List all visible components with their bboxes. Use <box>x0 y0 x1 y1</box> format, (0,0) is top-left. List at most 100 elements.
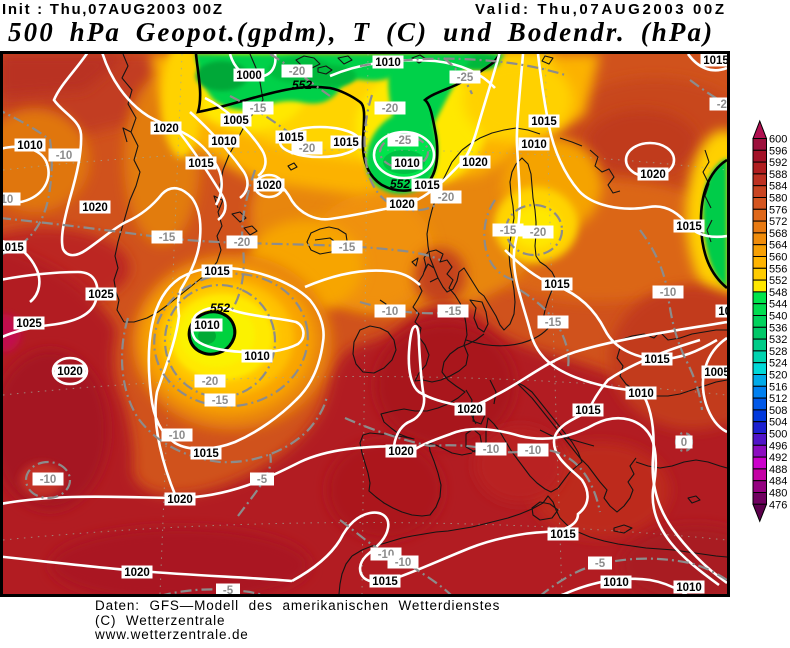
svg-text:1015: 1015 <box>0 242 24 254</box>
svg-text:552: 552 <box>769 275 787 287</box>
svg-text:488: 488 <box>769 464 787 476</box>
svg-text:544: 544 <box>769 299 787 311</box>
svg-text:1015: 1015 <box>676 221 702 233</box>
svg-text:556: 556 <box>769 263 787 275</box>
svg-text:1025: 1025 <box>16 318 42 330</box>
svg-text:1010: 1010 <box>244 351 270 363</box>
svg-text:-15: -15 <box>212 395 229 407</box>
svg-text:1010: 1010 <box>17 140 43 152</box>
svg-text:-10: -10 <box>40 474 57 486</box>
svg-text:1015: 1015 <box>703 55 729 67</box>
svg-text:1010: 1010 <box>375 57 401 69</box>
svg-text:592: 592 <box>769 157 787 169</box>
svg-text:-10: -10 <box>56 150 73 162</box>
svg-text:-10: -10 <box>395 557 412 569</box>
svg-text:-20: -20 <box>530 227 547 239</box>
svg-text:596: 596 <box>769 145 787 157</box>
svg-text:540: 540 <box>769 311 787 323</box>
svg-text:-5: -5 <box>595 558 606 570</box>
svg-text:568: 568 <box>769 228 787 240</box>
svg-text:536: 536 <box>769 322 787 334</box>
svg-text:548: 548 <box>769 287 787 299</box>
svg-text:1020: 1020 <box>82 202 108 214</box>
svg-text:508: 508 <box>769 405 787 417</box>
svg-text:-10: -10 <box>660 287 677 299</box>
svg-text:496: 496 <box>769 440 787 452</box>
svg-text:1020: 1020 <box>462 157 488 169</box>
svg-text:500: 500 <box>769 429 787 441</box>
svg-text:1020: 1020 <box>167 494 193 506</box>
svg-text:1010: 1010 <box>394 158 420 170</box>
svg-text:552: 552 <box>390 177 410 191</box>
svg-text:480: 480 <box>769 488 787 500</box>
svg-text:1010: 1010 <box>676 582 702 594</box>
svg-text:484: 484 <box>769 476 787 488</box>
svg-text:1010: 1010 <box>628 388 654 400</box>
svg-text:552: 552 <box>210 301 230 315</box>
svg-text:1010: 1010 <box>194 320 220 332</box>
svg-text:516: 516 <box>769 381 787 393</box>
svg-text:-15: -15 <box>159 232 176 244</box>
svg-text:1020: 1020 <box>640 169 666 181</box>
svg-text:532: 532 <box>769 334 787 346</box>
svg-text:552: 552 <box>292 78 312 92</box>
svg-text:-10: -10 <box>169 430 186 442</box>
svg-text:1015: 1015 <box>644 354 670 366</box>
svg-text:1000: 1000 <box>236 70 262 82</box>
svg-text:-10: -10 <box>525 445 542 457</box>
svg-text:-10: -10 <box>483 444 500 456</box>
svg-text:512: 512 <box>769 393 787 405</box>
svg-text:-20: -20 <box>299 143 316 155</box>
svg-text:588: 588 <box>769 169 787 181</box>
svg-text:0: 0 <box>681 437 687 449</box>
svg-text:-15: -15 <box>500 225 517 237</box>
svg-text:1010: 1010 <box>211 136 237 148</box>
svg-text:1020: 1020 <box>153 123 179 135</box>
svg-text:1015: 1015 <box>278 132 304 144</box>
svg-text:528: 528 <box>769 346 787 358</box>
svg-text:1015: 1015 <box>193 448 219 460</box>
svg-text:504: 504 <box>769 417 787 429</box>
svg-text:476: 476 <box>769 499 787 511</box>
svg-text:1005: 1005 <box>223 115 249 127</box>
svg-text:-25: -25 <box>457 72 474 84</box>
svg-text:1020: 1020 <box>389 199 415 211</box>
svg-text:-5: -5 <box>223 585 234 597</box>
svg-text:-15: -15 <box>339 242 356 254</box>
svg-text:524: 524 <box>769 358 787 370</box>
svg-text:-20: -20 <box>234 237 251 249</box>
svg-text:-15: -15 <box>445 306 462 318</box>
svg-text:572: 572 <box>769 216 787 228</box>
svg-text:-20: -20 <box>438 192 455 204</box>
svg-text:1020: 1020 <box>256 180 282 192</box>
svg-text:580: 580 <box>769 193 787 205</box>
svg-text:1020: 1020 <box>388 446 414 458</box>
svg-text:1010: 1010 <box>603 577 629 589</box>
svg-text:-25: -25 <box>395 135 412 147</box>
svg-text:-20: -20 <box>382 103 399 115</box>
svg-text:1020: 1020 <box>124 567 150 579</box>
svg-text:1015: 1015 <box>550 529 576 541</box>
svg-text:-15: -15 <box>250 103 267 115</box>
svg-text:600: 600 <box>769 134 787 146</box>
svg-text:564: 564 <box>769 240 787 252</box>
svg-text:584: 584 <box>769 181 787 193</box>
svg-text:-10: -10 <box>382 306 399 318</box>
svg-text:-5: -5 <box>257 474 268 486</box>
svg-text:1010: 1010 <box>521 139 547 151</box>
svg-text:1015: 1015 <box>544 279 570 291</box>
svg-text:560: 560 <box>769 252 787 264</box>
svg-text:-20: -20 <box>289 66 306 78</box>
svg-text:1015: 1015 <box>414 180 440 192</box>
svg-text:1015: 1015 <box>188 158 214 170</box>
svg-text:1005: 1005 <box>704 367 730 379</box>
svg-text:-10: -10 <box>0 194 13 206</box>
svg-text:-20: -20 <box>717 99 731 111</box>
svg-text:-15: -15 <box>545 317 562 329</box>
svg-text:-20: -20 <box>202 376 219 388</box>
svg-text:1020: 1020 <box>457 404 483 416</box>
svg-text:1025: 1025 <box>88 289 114 301</box>
svg-text:492: 492 <box>769 452 787 464</box>
svg-text:1010: 1010 <box>718 306 731 318</box>
svg-text:520: 520 <box>769 370 787 382</box>
